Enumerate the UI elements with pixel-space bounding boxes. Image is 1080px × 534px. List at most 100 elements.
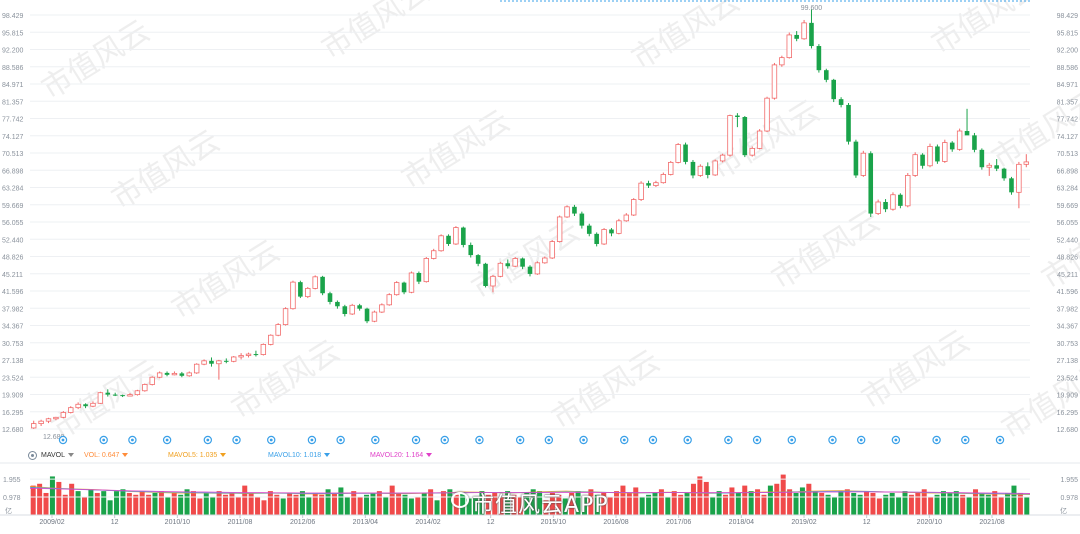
chevron-down-icon[interactable] (122, 453, 129, 457)
watermark-text: 市值风云 (466, 214, 586, 307)
volume-bar (428, 489, 434, 515)
candle (853, 139, 859, 178)
legend-mavol5[interactable]: MAVOL5: 1.035 (168, 452, 268, 459)
legend-vol[interactable]: VOL: 0.647 (84, 452, 168, 459)
candle (890, 192, 896, 211)
event-marker-icon (828, 435, 837, 445)
candle-body (335, 301, 340, 307)
volume-bar (639, 496, 645, 515)
volume-bar (652, 492, 658, 515)
volume-bar (908, 494, 914, 515)
min-price-label: 12.680 (43, 434, 65, 441)
volume-bar (383, 496, 389, 515)
chevron-down-icon[interactable] (68, 453, 74, 457)
chevron-down-icon[interactable] (426, 453, 433, 457)
volume-bar (755, 489, 761, 515)
gear-icon[interactable] (28, 450, 37, 460)
legend-mavol20[interactable]: MAVOL20: 1.164 (370, 452, 433, 459)
candle (623, 213, 629, 222)
volume-bar (780, 474, 786, 515)
candle (675, 143, 681, 164)
candle-body (816, 46, 822, 71)
volume-bar (293, 494, 299, 515)
event-marker-icon (99, 435, 108, 445)
chevron-down-icon[interactable] (220, 453, 227, 457)
price-tick-label: 37.982 (1057, 306, 1079, 313)
candle (327, 291, 333, 305)
candle (935, 144, 940, 164)
candle-body (1001, 168, 1007, 179)
legend-mavol-label: MAVOL (41, 451, 65, 459)
candle-body (883, 201, 888, 210)
volume-ma20-line (29, 487, 1031, 494)
volume-ma-lines (29, 486, 1031, 496)
candle-body (193, 363, 200, 374)
price-tick-label: 98.429 (2, 13, 24, 20)
candle-body (1016, 163, 1022, 193)
candle (298, 280, 303, 299)
volume-bar (921, 489, 927, 515)
volume-bar (633, 487, 639, 515)
candle-body (801, 22, 807, 40)
volume-bar (492, 492, 498, 515)
legend-mavol[interactable]: MAVOL (41, 452, 84, 459)
candle (660, 172, 667, 184)
candle-body (549, 241, 555, 259)
candle-body (275, 324, 281, 336)
candle-body (393, 282, 400, 296)
volume-bar (819, 492, 825, 515)
candle (75, 402, 81, 410)
candle-body (45, 418, 52, 422)
candle-body (224, 360, 229, 362)
candle (401, 281, 407, 295)
volume-bar (389, 485, 395, 515)
candle-body (320, 276, 325, 294)
candle (238, 353, 244, 360)
candle-body (534, 262, 541, 275)
event-marker-icon (515, 435, 525, 445)
volume-bar (960, 494, 966, 515)
legend-mavol10[interactable]: MAVOL10: 1.018 (268, 452, 370, 459)
event-marker-icon (440, 435, 449, 445)
event-marker-icon (724, 435, 733, 445)
event-marker-icon (371, 435, 380, 445)
event-marker-dot (165, 438, 169, 442)
price-tick-label: 66.898 (2, 168, 24, 175)
candle-body (164, 372, 170, 375)
candle (193, 363, 200, 374)
volume-bar (831, 496, 837, 515)
candle-body (572, 206, 577, 214)
price-tick-label: 19.909 (2, 393, 24, 400)
candle-body (31, 423, 37, 429)
candle-body (735, 115, 740, 118)
candle (416, 271, 422, 285)
candle (112, 392, 118, 397)
event-marker-dot (269, 438, 273, 442)
volume-bar (761, 494, 767, 515)
event-marker-dot (622, 438, 626, 442)
candle (68, 406, 74, 414)
candle-body (364, 308, 370, 322)
candle (453, 226, 459, 245)
brand-watermark: 市值风云APP (472, 493, 609, 518)
volume-bar (569, 492, 575, 515)
volume-bar (998, 496, 1004, 515)
candle (631, 198, 637, 216)
volume-bar (806, 483, 812, 515)
event-marker-icon (232, 435, 241, 445)
volume-bar (331, 492, 337, 515)
watermark-text: 市值风云 (546, 344, 666, 437)
candle (231, 355, 237, 363)
chevron-down-icon[interactable] (324, 453, 331, 457)
volume-bar (607, 496, 613, 515)
price-tick-label: 92.200 (2, 48, 24, 55)
candle-body (290, 281, 296, 310)
volume-bar (966, 496, 972, 515)
candle-body (416, 272, 422, 282)
volume-bar (889, 492, 895, 515)
x-tick-label: 2017/06 (666, 519, 691, 526)
candle-body (846, 104, 851, 142)
volume-bar (370, 492, 376, 515)
candle (305, 286, 311, 299)
